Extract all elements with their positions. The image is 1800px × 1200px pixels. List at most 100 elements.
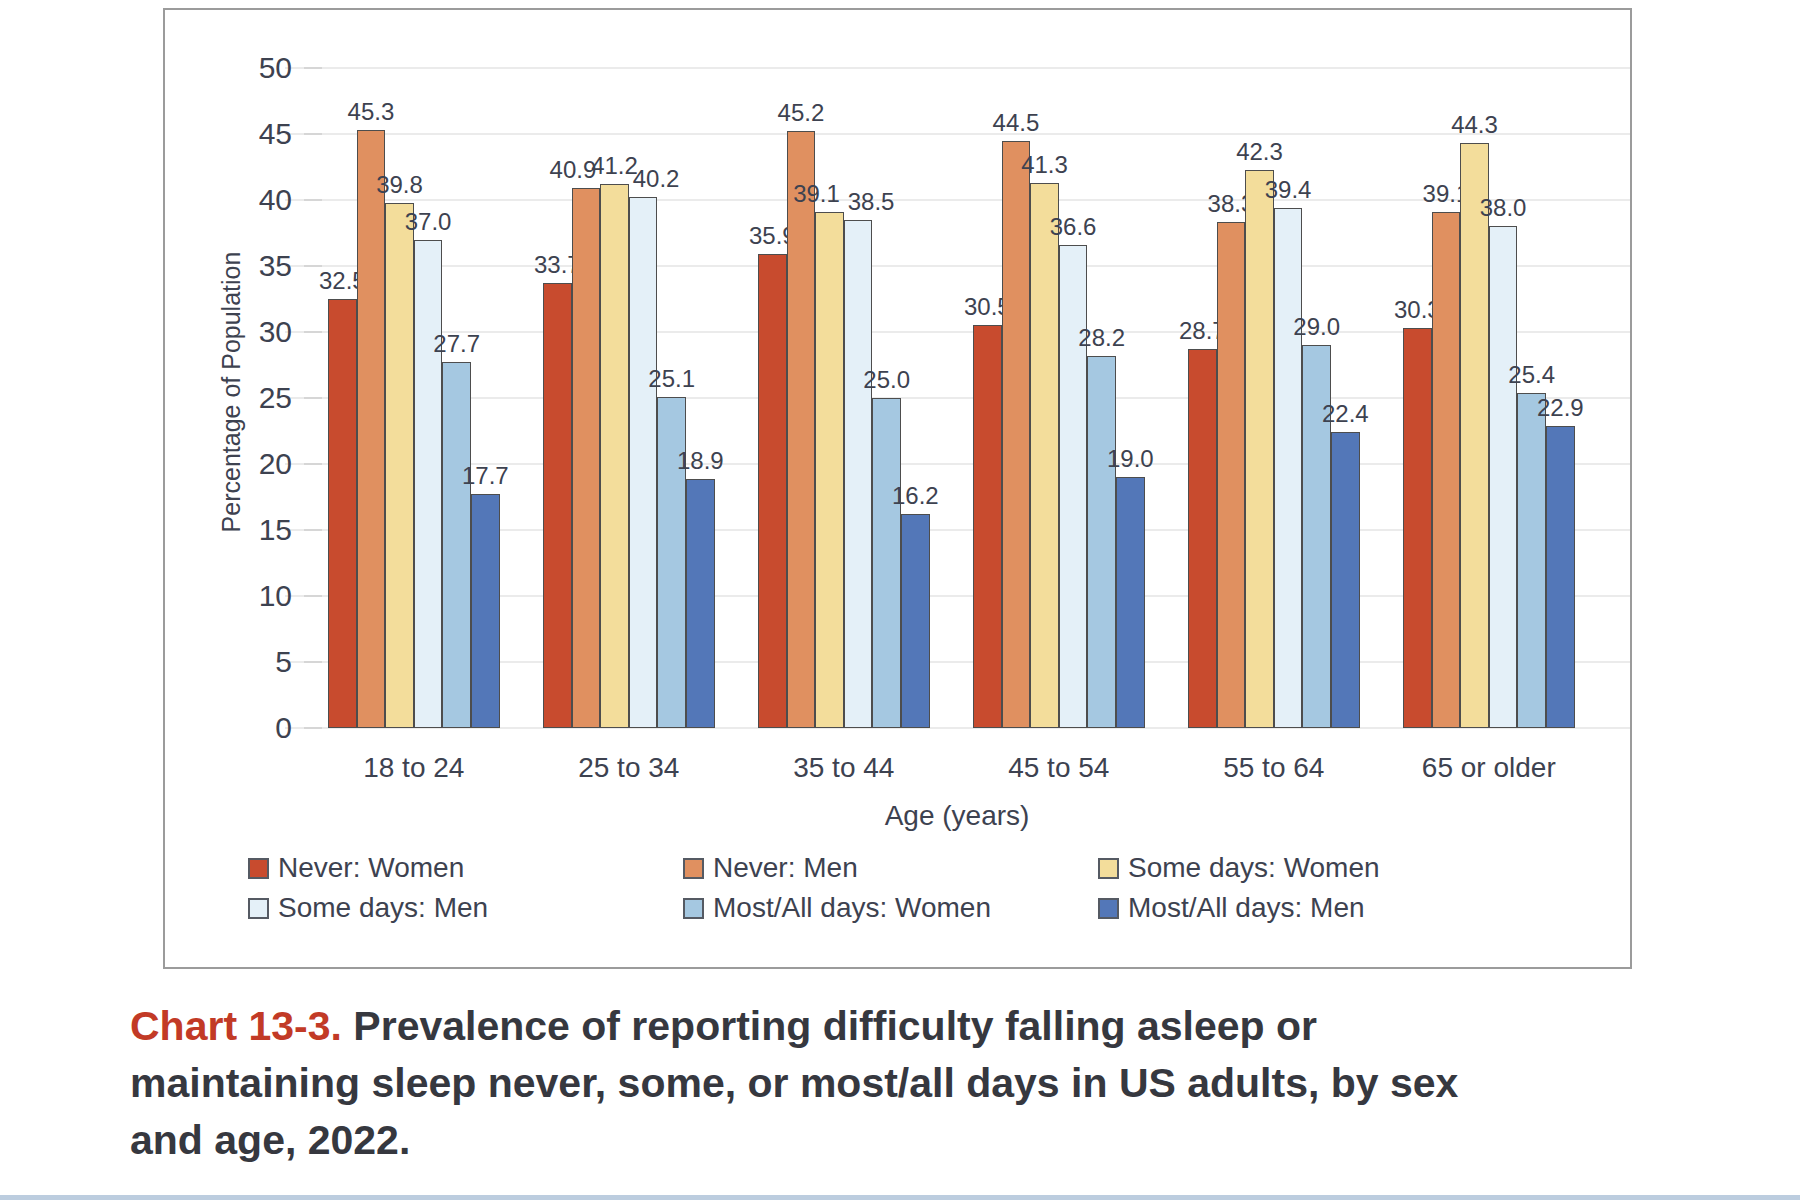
x-tick-label-35-to-44: 35 to 44 xyxy=(724,752,964,784)
bar-value-label: 39.4 xyxy=(1265,176,1312,204)
bar-never-women-25-to-34 xyxy=(543,283,572,728)
bar-value-label: 22.4 xyxy=(1322,400,1369,428)
bar-value-label: 25.1 xyxy=(648,365,695,393)
bar-value-label: 19.0 xyxy=(1107,445,1154,473)
bar-never-men-45-to-54 xyxy=(1002,141,1031,728)
bar-never-men-25-to-34 xyxy=(572,188,601,728)
bar-value-label: 45.2 xyxy=(778,99,825,127)
bar-most-all-days-men-35-to-44 xyxy=(901,514,930,728)
y-axis-tick xyxy=(304,67,322,69)
bar-most-all-days-men-25-to-34 xyxy=(686,479,715,728)
bar-some-days-women-25-to-34 xyxy=(600,184,629,728)
bar-value-label: 44.3 xyxy=(1451,111,1498,139)
bar-value-label: 22.9 xyxy=(1537,394,1584,422)
legend-item-most-all-days-women: Most/All days: Women xyxy=(683,888,991,928)
bar-never-women-35-to-44 xyxy=(758,254,787,728)
legend-swatch-never-men xyxy=(683,858,704,879)
legend-label: Never: Women xyxy=(278,852,464,884)
legend-swatch-some-days-men xyxy=(248,898,269,919)
legend-swatch-never-women xyxy=(248,858,269,879)
bar-never-women-45-to-54 xyxy=(973,325,1002,728)
legend-label: Never: Men xyxy=(713,852,858,884)
bar-some-days-men-55-to-64 xyxy=(1274,208,1303,728)
bar-value-label: 25.4 xyxy=(1508,361,1555,389)
y-axis-tick xyxy=(304,463,322,465)
y-tick-label: 0 xyxy=(182,711,292,745)
bar-value-label: 40.2 xyxy=(633,165,680,193)
y-tick-label: 45 xyxy=(182,117,292,151)
legend-item-never-men: Never: Men xyxy=(683,848,858,888)
bar-never-men-55-to-64 xyxy=(1217,222,1246,728)
gridline xyxy=(285,265,1630,267)
legend-label: Some days: Women xyxy=(1128,852,1380,884)
y-axis-tick xyxy=(304,199,322,201)
y-axis-tick xyxy=(304,661,322,663)
bar-value-label: 18.9 xyxy=(677,447,724,475)
y-axis-tick xyxy=(304,727,322,729)
legend-item-most-all-days-men: Most/All days: Men xyxy=(1098,888,1365,928)
bar-never-men-18-to-24 xyxy=(357,130,386,728)
bar-never-women-65-or-older xyxy=(1403,328,1432,728)
bar-never-men-35-to-44 xyxy=(787,131,816,728)
x-tick-label-55-to-64: 55 to 64 xyxy=(1154,752,1394,784)
y-tick-label: 5 xyxy=(182,645,292,679)
gridline xyxy=(285,67,1630,69)
legend-item-never-women: Never: Women xyxy=(248,848,464,888)
bar-value-label: 41.2 xyxy=(591,152,638,180)
legend-swatch-some-days-women xyxy=(1098,858,1119,879)
bar-most-all-days-women-18-to-24 xyxy=(442,362,471,728)
bar-some-days-women-35-to-44 xyxy=(815,212,844,728)
bar-value-label: 38.5 xyxy=(848,188,895,216)
bar-value-label: 45.3 xyxy=(348,98,395,126)
bar-value-label: 41.3 xyxy=(1021,151,1068,179)
bar-never-women-55-to-64 xyxy=(1188,349,1217,728)
bar-some-days-men-25-to-34 xyxy=(629,197,658,728)
y-axis-tick xyxy=(304,529,322,531)
bar-some-days-men-18-to-24 xyxy=(414,240,443,728)
legend-swatch-most-all-days-men xyxy=(1098,898,1119,919)
y-tick-label: 10 xyxy=(182,579,292,613)
y-tick-label: 50 xyxy=(182,51,292,85)
legend-swatch-most-all-days-women xyxy=(683,898,704,919)
chart-caption: Chart 13-3. Prevalence of reporting diff… xyxy=(130,998,1500,1169)
bar-value-label: 29.0 xyxy=(1293,313,1340,341)
bar-value-label: 37.0 xyxy=(405,208,452,236)
y-axis-tick xyxy=(304,133,322,135)
bar-value-label: 17.7 xyxy=(462,462,509,490)
legend-label: Some days: Men xyxy=(278,892,488,924)
legend-item-some-days-women: Some days: Women xyxy=(1098,848,1380,888)
x-tick-label-65-or-older: 65 or older xyxy=(1369,752,1609,784)
bar-most-all-days-men-45-to-54 xyxy=(1116,477,1145,728)
bar-value-label: 40.9 xyxy=(550,156,597,184)
x-tick-label-18-to-24: 18 to 24 xyxy=(294,752,534,784)
bar-value-label: 39.8 xyxy=(376,171,423,199)
bar-most-all-days-women-45-to-54 xyxy=(1087,356,1116,728)
bar-never-women-18-to-24 xyxy=(328,299,357,728)
y-axis-tick xyxy=(304,397,322,399)
bar-value-label: 39.1 xyxy=(793,180,840,208)
bar-value-label: 28.2 xyxy=(1078,324,1125,352)
bar-most-all-days-men-65-or-older xyxy=(1546,426,1575,728)
x-axis-title: Age (years) xyxy=(837,800,1077,832)
y-axis-tick xyxy=(304,331,322,333)
page: 0510152025303540455032.545.339.837.027.7… xyxy=(0,0,1800,1200)
caption-number: Chart 13-3. xyxy=(130,1003,342,1049)
bar-most-all-days-women-65-or-older xyxy=(1517,393,1546,728)
gridline xyxy=(285,133,1630,135)
bar-most-all-days-men-18-to-24 xyxy=(471,494,500,728)
x-tick-label-45-to-54: 45 to 54 xyxy=(939,752,1179,784)
bar-some-days-women-55-to-64 xyxy=(1245,170,1274,728)
bar-most-all-days-women-35-to-44 xyxy=(872,398,901,728)
bar-most-all-days-men-55-to-64 xyxy=(1331,432,1360,728)
page-bottom-rule xyxy=(0,1195,1800,1200)
bar-value-label: 44.5 xyxy=(993,109,1040,137)
legend-item-some-days-men: Some days: Men xyxy=(248,888,488,928)
bar-some-days-men-65-or-older xyxy=(1489,226,1518,728)
x-tick-label-25-to-34: 25 to 34 xyxy=(509,752,749,784)
bar-some-days-women-65-or-older xyxy=(1460,143,1489,728)
bar-value-label: 27.7 xyxy=(433,330,480,358)
bar-value-label: 36.6 xyxy=(1050,213,1097,241)
bar-some-days-men-45-to-54 xyxy=(1059,245,1088,728)
legend-label: Most/All days: Men xyxy=(1128,892,1365,924)
bar-never-men-65-or-older xyxy=(1432,212,1461,728)
